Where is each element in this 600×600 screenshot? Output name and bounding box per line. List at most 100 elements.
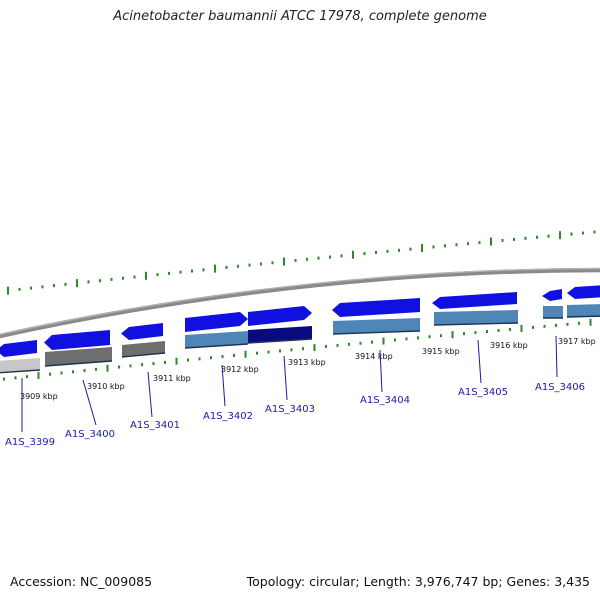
- gene-arrow-a1s-3403[interactable]: [248, 306, 312, 326]
- minor-tick: [513, 237, 515, 241]
- minor-tick: [83, 369, 86, 373]
- gene-label[interactable]: A1S_3402: [203, 411, 253, 422]
- minor-tick: [122, 276, 124, 280]
- kbp-label: 3916 kbp: [490, 341, 528, 350]
- minor-tick: [543, 324, 546, 328]
- minor-tick: [30, 286, 32, 290]
- feature-block-a1s-3406[interactable]: [543, 306, 563, 318]
- minor-tick: [497, 328, 500, 332]
- minor-tick: [375, 250, 377, 254]
- minor-tick: [386, 249, 389, 253]
- minor-tick: [129, 364, 132, 368]
- minor-tick: [582, 231, 584, 235]
- minor-tick: [87, 280, 90, 284]
- gene-arrow-a1s-3405[interactable]: [432, 292, 517, 309]
- gene-label[interactable]: A1S_3403: [265, 404, 315, 415]
- gene-label[interactable]: A1S_3401: [130, 420, 180, 431]
- minor-tick: [363, 252, 366, 256]
- gene-label[interactable]: A1S_3406: [535, 382, 585, 393]
- feature-block-next[interactable]: [567, 304, 600, 317]
- gene-arrow-a1s-3400[interactable]: [44, 330, 110, 350]
- minor-tick: [348, 342, 350, 346]
- gene-arrow-a1s-3401[interactable]: [121, 323, 163, 340]
- minor-tick: [329, 255, 331, 259]
- gene-arrow-a1s-3406[interactable]: [542, 289, 562, 301]
- feature-edge: [332, 330, 421, 335]
- label-layer: 3909 kbp 3910 kbp 3911 kbp 3912 kbp 3913 kbp…: [5, 335, 596, 448]
- minor-tick: [294, 258, 297, 262]
- gene-label[interactable]: A1S_3400: [65, 429, 115, 440]
- gene-arrow-a1s-3404[interactable]: [332, 298, 420, 317]
- minor-tick: [290, 348, 293, 352]
- gene-leader-line: [283, 355, 288, 401]
- minor-tick: [225, 265, 228, 269]
- feature-block-a1s-3402[interactable]: [185, 331, 248, 348]
- minor-tick: [474, 331, 477, 335]
- feature-block-a1s-3404[interactable]: [333, 318, 420, 334]
- minor-tick: [95, 367, 97, 371]
- gene-label[interactable]: A1S_3404: [360, 395, 410, 406]
- minor-tick: [317, 256, 320, 260]
- minor-tick: [14, 376, 17, 380]
- minor-tick: [198, 357, 201, 361]
- gene-label[interactable]: A1S_3399: [5, 437, 55, 448]
- lower-tick-track: [3, 318, 592, 381]
- genome-summary: Topology: circular; Length: 3,976,747 bp…: [246, 574, 590, 589]
- minor-tick: [164, 360, 166, 364]
- gene-arrow-next[interactable]: [567, 285, 600, 299]
- gene-arrow-a1s-3399[interactable]: [0, 340, 37, 357]
- gene-label[interactable]: A1S_3405: [458, 387, 508, 398]
- minor-tick: [279, 349, 281, 353]
- minor-tick: [463, 332, 465, 336]
- feature-block-a1s-3400[interactable]: [45, 347, 112, 366]
- feature-edge: [247, 338, 313, 344]
- feature-block-a1s-3403[interactable]: [248, 326, 312, 343]
- gene-arrow-a1s-3402[interactable]: [185, 312, 248, 332]
- kbp-label: 3911 kbp: [153, 374, 191, 383]
- major-tick: [214, 264, 216, 273]
- major-tick: [451, 331, 454, 339]
- minor-tick: [578, 321, 580, 325]
- minor-tick: [444, 244, 446, 248]
- gene-leader-line: [147, 371, 153, 418]
- minor-tick: [256, 351, 258, 355]
- minor-tick: [555, 323, 557, 327]
- feature-edge: [184, 343, 249, 349]
- minor-tick: [141, 363, 143, 367]
- gene-track: [0, 285, 600, 374]
- minor-tick: [210, 356, 212, 360]
- feature-block-a1s-3405[interactable]: [434, 310, 518, 325]
- minor-tick: [133, 275, 136, 279]
- minor-tick: [3, 377, 5, 381]
- feature-edge: [0, 369, 41, 374]
- minor-tick: [440, 334, 442, 338]
- minor-tick: [53, 284, 55, 288]
- feature-block-a1s-3399[interactable]: [0, 358, 40, 373]
- major-tick: [145, 271, 147, 280]
- genome-backbone: [0, 267, 600, 339]
- gene-leader-line: [379, 349, 383, 393]
- minor-tick: [110, 277, 113, 281]
- major-tick: [106, 364, 109, 372]
- feature-edge: [44, 360, 113, 367]
- minor-tick: [99, 279, 101, 283]
- major-tick: [559, 231, 561, 240]
- kbp-label: 3914 kbp: [355, 352, 393, 361]
- major-tick: [382, 337, 385, 345]
- minor-tick: [302, 347, 304, 351]
- major-tick: [7, 286, 9, 295]
- feature-edge: [433, 322, 519, 326]
- minor-tick: [152, 362, 155, 366]
- upper-tick-track: [7, 230, 596, 295]
- feature-edge: [566, 315, 600, 318]
- minor-tick: [336, 343, 339, 347]
- major-tick: [352, 250, 354, 259]
- kbp-label: 3912 kbp: [221, 365, 259, 374]
- feature-block-a1s-3401[interactable]: [122, 341, 165, 357]
- minor-tick: [524, 236, 527, 240]
- minor-tick: [271, 261, 274, 265]
- minor-tick: [179, 270, 182, 274]
- minor-tick: [566, 322, 569, 326]
- minor-tick: [394, 338, 396, 342]
